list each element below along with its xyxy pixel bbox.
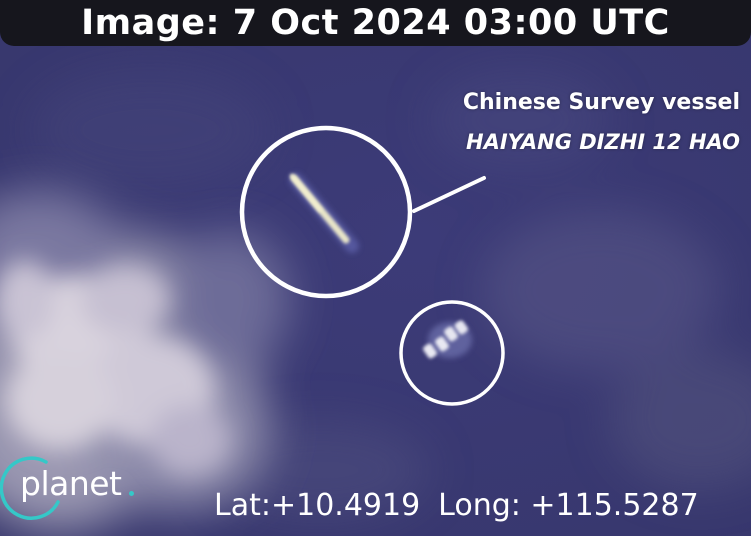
latitude-readout: Lat:+10.4919 bbox=[214, 488, 421, 523]
title-bar: Image: 7 Oct 2024 03:00 UTC bbox=[0, 0, 751, 46]
annotation-leader-line bbox=[412, 176, 486, 213]
planet-logo-text: planet bbox=[20, 464, 122, 503]
haze-patches bbox=[30, 70, 751, 520]
vessel-type-label: Chinese Survey vessel bbox=[462, 90, 740, 115]
escort-vessels-highlight-circle bbox=[399, 300, 505, 406]
escort-vessels bbox=[423, 320, 472, 359]
longitude-readout: Long: +115.5287 bbox=[438, 488, 699, 523]
survey-vessel-highlight-circle bbox=[239, 125, 413, 299]
planet-logo: planet bbox=[0, 452, 150, 522]
vessel-name-label: HAIYANG DIZHI 12 HAO bbox=[466, 130, 740, 154]
cloud-highlights bbox=[0, 260, 230, 475]
survey-vessel bbox=[289, 173, 359, 253]
planet-ring-icon bbox=[0, 456, 60, 520]
image-timestamp-title: Image: 7 Oct 2024 03:00 UTC bbox=[81, 3, 670, 43]
coordinates-readout: Lat:+10.4919 Long: +115.5287 bbox=[214, 488, 714, 523]
planet-logo-dot bbox=[129, 491, 134, 496]
